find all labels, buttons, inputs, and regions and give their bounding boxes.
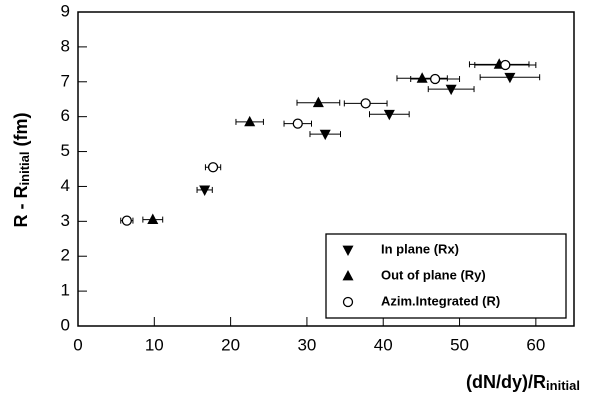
point — [312, 96, 324, 108]
y-tick-label: 9 — [61, 1, 70, 20]
x-tick-label: 10 — [145, 335, 164, 354]
legend-label: Azim.Integrated (R) — [381, 293, 500, 308]
point — [504, 72, 516, 84]
legend-marker — [342, 245, 354, 257]
y-tick-label: 6 — [61, 106, 70, 125]
y-tick-label: 7 — [61, 71, 70, 90]
x-tick-label: 50 — [450, 335, 469, 354]
point — [500, 59, 511, 71]
point — [416, 72, 428, 83]
x-axis-label: (dN/dy)/Rinitial — [466, 372, 580, 394]
point — [445, 84, 457, 96]
point — [244, 115, 256, 127]
legend-marker — [342, 296, 354, 308]
point — [147, 213, 159, 224]
y-tick-label: 5 — [61, 141, 70, 160]
point — [207, 162, 219, 173]
point — [292, 118, 303, 129]
point — [383, 109, 395, 121]
x-tick-label: 60 — [526, 335, 545, 354]
y-tick-label: 1 — [61, 281, 70, 300]
point — [360, 98, 371, 109]
x-tick-label: 20 — [221, 335, 240, 354]
y-tick-label: 8 — [61, 36, 70, 55]
point — [319, 129, 331, 141]
point — [121, 215, 132, 226]
x-tick-label: 0 — [73, 335, 82, 354]
y-tick-label: 2 — [61, 246, 70, 265]
x-tick-label: 30 — [297, 335, 316, 354]
legend-label: In plane (Rx) — [381, 241, 459, 256]
point — [429, 73, 441, 85]
y-tick-label: 0 — [61, 315, 70, 334]
y-tick-label: 3 — [61, 211, 70, 230]
plot-frame — [77, 11, 575, 327]
x-tick-label: 40 — [374, 335, 393, 354]
point — [199, 185, 211, 196]
legend-box — [325, 233, 567, 319]
y-axis-label: R - Rinitial (fm) — [11, 113, 33, 228]
legend-marker — [342, 269, 354, 281]
y-tick-label: 4 — [61, 176, 70, 195]
legend-label: Out of plane (Ry) — [381, 267, 486, 282]
